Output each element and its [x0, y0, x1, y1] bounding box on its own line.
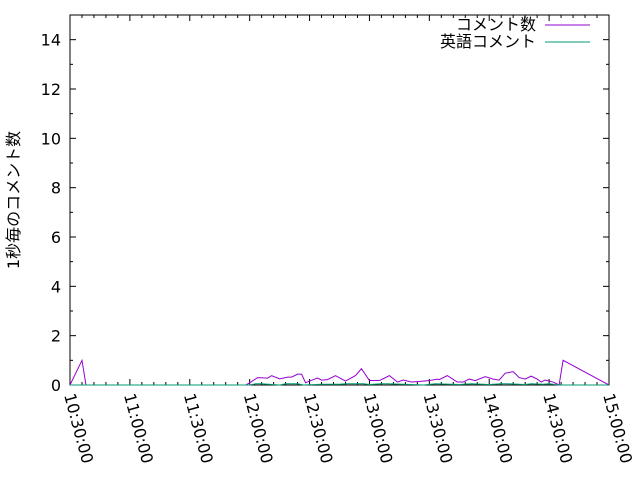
legend-label: コメント数 [456, 15, 536, 34]
y-tick-label: 10 [41, 129, 61, 148]
y-tick-label: 0 [51, 376, 61, 395]
x-tick-label: 11:30:00 [180, 391, 217, 465]
x-tick-label: 10:30:00 [60, 391, 97, 465]
y-tick-label: 2 [51, 327, 61, 346]
x-tick-label: 13:00:00 [360, 391, 397, 465]
y-axis-label: 1秒毎のコメント数 [4, 131, 23, 269]
x-tick-label: 12:00:00 [240, 391, 277, 465]
y-tick-label: 12 [41, 80, 61, 99]
x-tick-label: 12:30:00 [300, 391, 337, 465]
legend-label: 英語コメント [440, 32, 536, 51]
x-tick-label: 15:00:00 [599, 391, 636, 465]
series-line-1 [70, 383, 609, 386]
plot-frame [69, 14, 610, 386]
y-tick-label: 4 [51, 277, 61, 296]
x-tick-label: 13:30:00 [419, 391, 456, 465]
x-tick-label: 14:30:00 [539, 391, 576, 465]
y-tick-label: 8 [51, 179, 61, 198]
x-tick-label: 11:00:00 [120, 391, 157, 465]
y-tick-label: 6 [51, 228, 61, 247]
x-tick-label: 14:00:00 [479, 391, 516, 465]
y-tick-label: 14 [41, 31, 61, 50]
series-line-0 [69, 358, 610, 386]
